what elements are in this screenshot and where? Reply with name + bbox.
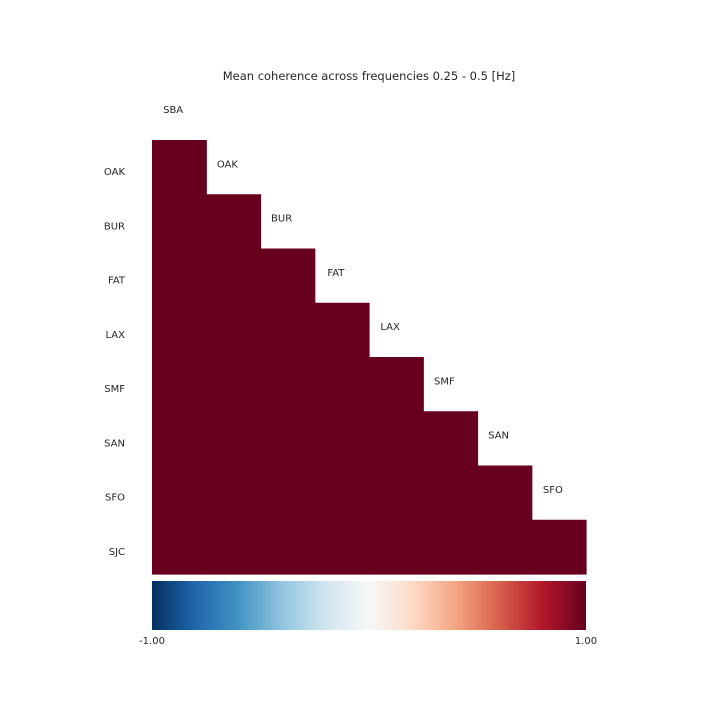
column-label: SFO (543, 485, 563, 496)
row-label: SJC (109, 547, 125, 558)
heatmap-cell (369, 411, 424, 467)
heatmap-cell (477, 465, 533, 521)
heatmap-cell (152, 140, 207, 195)
column-label: OAK (217, 159, 239, 170)
heatmap-cell (260, 302, 316, 358)
colorbar-min-label: -1.00 (139, 636, 165, 647)
row-label: FAT (108, 276, 126, 287)
column-label: SBA (163, 105, 183, 116)
row-label: SFO (105, 493, 125, 504)
chart-title: Mean coherence across frequencies 0.25 -… (223, 69, 516, 83)
column-label: FAT (327, 268, 345, 279)
heatmap-cell (369, 519, 424, 575)
heatmap-cell (423, 411, 479, 467)
row-labels: OAK BUR FAT LAX SMF SAN SFO SJC (104, 167, 126, 558)
heatmap-cell (260, 248, 316, 304)
heatmap-cell (314, 302, 370, 358)
heatmap-cell (206, 519, 262, 575)
row-label: SAN (104, 438, 125, 449)
heatmap-cell (152, 357, 207, 412)
heatmap-cell (206, 302, 262, 358)
heatmap-cell (152, 519, 207, 575)
row-label: LAX (106, 330, 126, 341)
heatmap-cell (423, 465, 479, 521)
column-label: BUR (271, 214, 292, 225)
column-labels: SBA OAK BUR FAT LAX SMF SAN SFO (163, 105, 563, 496)
heatmap-cell (531, 519, 587, 575)
row-label: BUR (104, 221, 125, 232)
heatmap-cell (260, 519, 316, 575)
row-label: SMF (104, 384, 125, 395)
heatmap-cell (206, 248, 262, 304)
heatmap-cell (369, 465, 424, 521)
heatmap-cell (314, 411, 370, 467)
colorbar-max-label: 1.00 (575, 636, 597, 647)
heatmap-cell (152, 194, 207, 250)
column-label: SMF (434, 376, 455, 387)
heatmap-cell (206, 194, 262, 250)
heatmap-cell (260, 357, 316, 412)
heatmap-cell (314, 465, 370, 521)
heatmap-cell (206, 411, 262, 467)
heatmap-cell (206, 357, 262, 412)
heatmap-cell (369, 357, 424, 412)
colorbar (152, 581, 586, 630)
heatmap-cell (152, 248, 207, 304)
heatmap-cell (152, 465, 207, 521)
heatmap-cell (477, 519, 533, 575)
row-label: OAK (104, 167, 126, 178)
heatmap-cells (152, 140, 587, 575)
heatmap-cell (260, 465, 316, 521)
heatmap-cell (152, 302, 207, 358)
column-label: SAN (488, 431, 509, 442)
heatmap-cell (206, 465, 262, 521)
heatmap-cell (423, 519, 479, 575)
heatmap-cell (314, 357, 370, 412)
heatmap-cell (314, 519, 370, 575)
heatmap-cell (260, 411, 316, 467)
heatmap-cell (152, 411, 207, 467)
column-label: LAX (380, 322, 400, 333)
